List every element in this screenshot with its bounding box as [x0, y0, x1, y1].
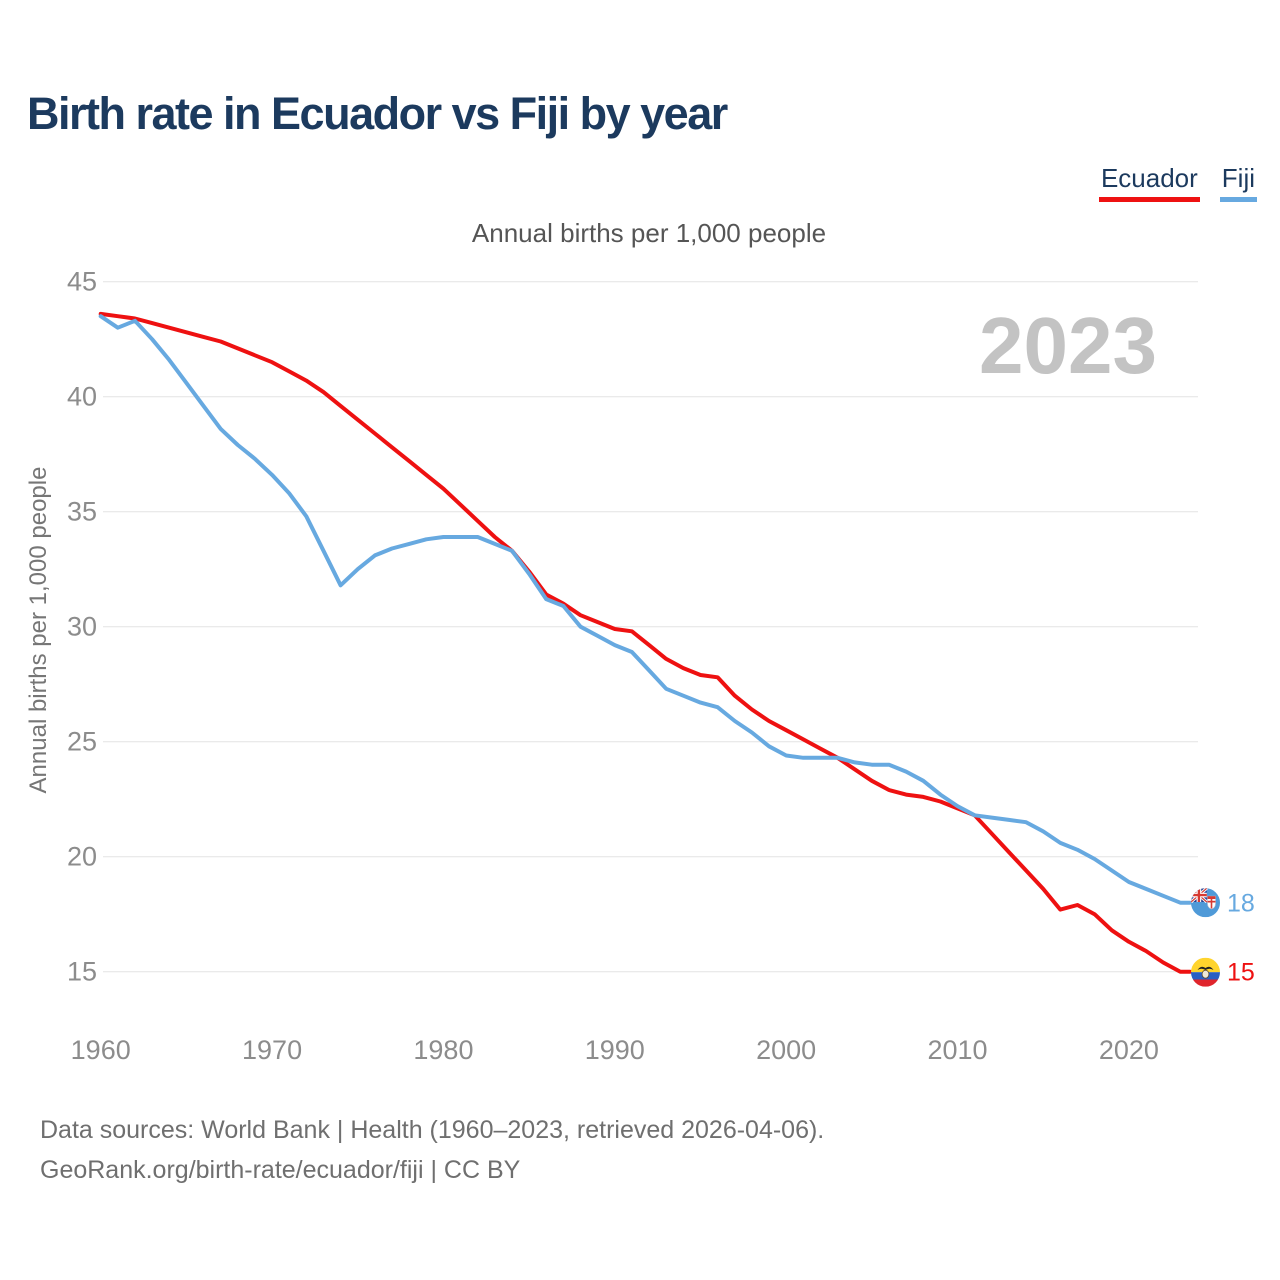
- y-tick-45: 45: [67, 267, 97, 297]
- fiji-flag-icon: [1191, 888, 1220, 918]
- y-tick-15: 15: [67, 957, 97, 987]
- x-tick-1960: 1960: [71, 1035, 131, 1065]
- chart-subtitle: Annual births per 1,000 people: [471, 218, 827, 248]
- y-tick-20: 20: [67, 842, 97, 872]
- footer-sources: Data sources: World Bank | Health (1960–…: [40, 1116, 825, 1144]
- legend-item-fiji[interactable]: Fiji: [1219, 163, 1257, 202]
- x-tick-2010: 2010: [927, 1035, 987, 1065]
- chart-area: 2023 15 20 25 30 35 40 45 Annual births per 1,…: [25, 267, 1255, 1065]
- legend-swatch-fiji: [1219, 197, 1257, 202]
- y-tick-35: 35: [67, 497, 97, 527]
- y-tick-40: 40: [67, 382, 97, 412]
- legend-label-fiji: Fiji: [1221, 163, 1255, 193]
- end-label-ecuador: 15: [1227, 959, 1255, 987]
- x-axis-labels: 1960 1970 1980 1990 2000 2010 2020: [71, 1035, 1159, 1065]
- ecuador-line: [98, 311, 1192, 974]
- y-axis-title: Annual births per 1,000 people: [25, 467, 52, 794]
- legend-label-ecuador: Ecuador: [1100, 163, 1198, 193]
- end-flags: [1191, 888, 1220, 987]
- legend-item-ecuador[interactable]: Ecuador: [1098, 163, 1200, 202]
- chart-canvas: 2023 15 20 25 30 35 40 45 Annual births per 1,…: [25, 267, 1255, 1065]
- legend-swatch-ecuador: [1098, 197, 1200, 202]
- ecuador-flag-icon: [1191, 957, 1220, 987]
- fiji-line: [98, 314, 1192, 905]
- end-label-fiji: 18: [1227, 890, 1255, 918]
- x-tick-2020: 2020: [1099, 1035, 1159, 1065]
- series-lines: [98, 311, 1192, 974]
- x-tick-1990: 1990: [585, 1035, 645, 1065]
- x-tick-2000: 2000: [756, 1035, 816, 1065]
- y-tick-30: 30: [67, 612, 97, 642]
- legend: Ecuador Fiji: [1098, 163, 1257, 202]
- y-tick-25: 25: [67, 727, 97, 757]
- page-title: Birth rate in Ecuador vs Fiji by year: [27, 88, 728, 139]
- footer: Data sources: World Bank | Health (1960–…: [40, 1110, 824, 1190]
- watermark-year: 2023: [979, 301, 1157, 390]
- footer-link: GeoRank.org/birth-rate/ecuador/fiji | CC…: [40, 1156, 521, 1184]
- x-tick-1970: 1970: [242, 1035, 302, 1065]
- x-tick-1980: 1980: [413, 1035, 473, 1065]
